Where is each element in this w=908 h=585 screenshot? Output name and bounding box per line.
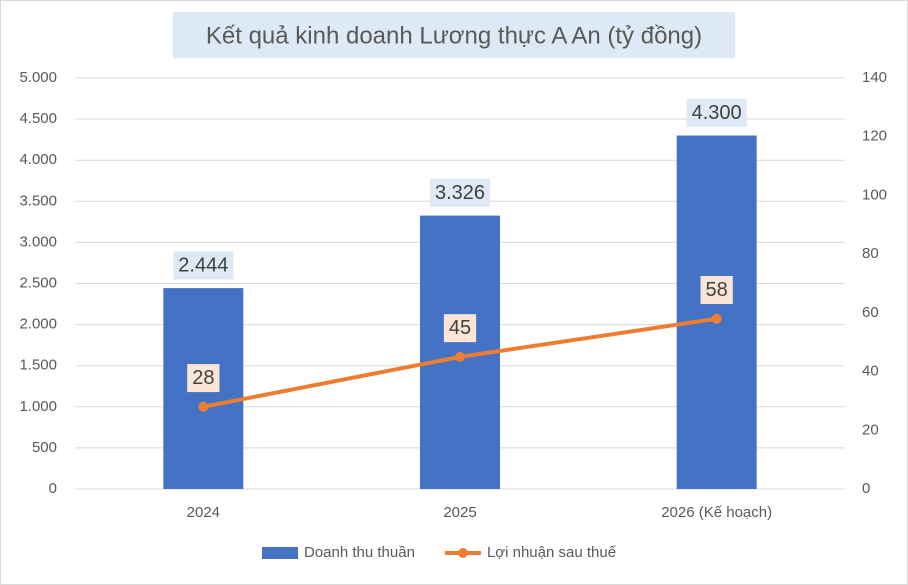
line-marker xyxy=(455,351,465,362)
y2-tick-label: 20 xyxy=(862,421,879,438)
y2-tick-label: 0 xyxy=(862,480,870,497)
line-value-label: 28 xyxy=(192,367,214,389)
label-box xyxy=(187,364,220,393)
legend-label: Doanh thu thuần xyxy=(304,544,415,561)
line-marker xyxy=(198,401,209,412)
y-tick-label: 0 xyxy=(49,480,57,497)
y2-tick-label: 120 xyxy=(862,128,887,145)
bar xyxy=(676,135,757,490)
bar-value-label: 2.444 xyxy=(178,254,228,276)
title-box xyxy=(173,12,735,58)
y-tick-label: 3.500 xyxy=(19,192,57,209)
bar-value-label: 3.326 xyxy=(435,182,485,204)
y-tick-label: 2.500 xyxy=(19,274,57,291)
y2-tick-label: 80 xyxy=(862,245,879,262)
x-tick-label: 2025 xyxy=(443,504,476,521)
y-tick-label: 1.500 xyxy=(19,357,57,374)
y-tick-label: 1.000 xyxy=(19,398,57,415)
bar-value-label: 4.300 xyxy=(692,102,742,124)
y2-tick-label: 60 xyxy=(862,304,879,321)
y-tick-label: 2.000 xyxy=(19,316,57,333)
legend-swatch xyxy=(262,547,298,559)
legend-label: Lợi nhuận sau thuế xyxy=(487,544,617,561)
y-tick-label: 4.000 xyxy=(19,151,57,168)
y2-tick-label: 140 xyxy=(862,69,887,86)
label-box xyxy=(443,314,477,343)
label-box xyxy=(429,178,491,207)
x-tick-label: 2024 xyxy=(187,504,220,521)
y-tick-label: 4.500 xyxy=(19,110,57,127)
chart-title: Kết quả kinh doanh Lương thực A An (tỷ đ… xyxy=(206,22,702,49)
y-tick-label: 3.000 xyxy=(19,233,57,250)
y-tick-label: 5.000 xyxy=(19,69,57,86)
line-value-label: 58 xyxy=(706,279,728,301)
legend-swatch xyxy=(457,548,468,558)
label-box xyxy=(686,98,747,127)
x-tick-label: 2026 (Kế hoạch) xyxy=(661,504,772,521)
label-box xyxy=(173,251,234,280)
line-marker xyxy=(711,313,722,324)
line-value-label: 45 xyxy=(449,317,471,339)
y-tick-label: 500 xyxy=(32,439,57,456)
label-box xyxy=(700,276,733,305)
y2-tick-label: 40 xyxy=(862,363,879,380)
y2-tick-label: 100 xyxy=(862,186,887,203)
